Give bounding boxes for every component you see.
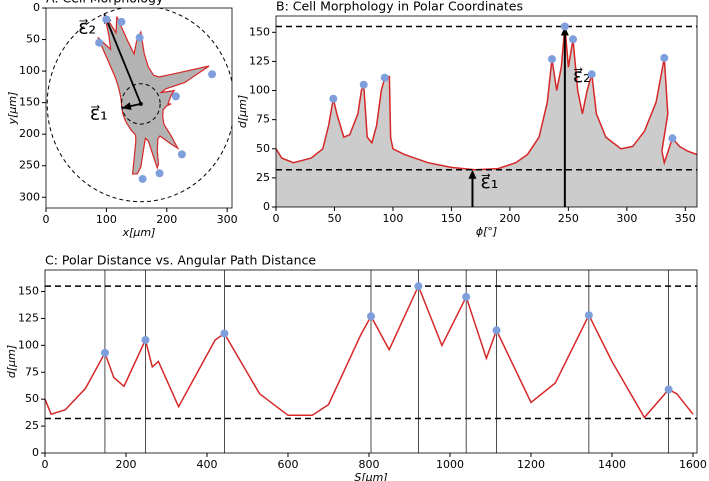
y-tick-label: 75 [25, 365, 39, 378]
x-tick-label: 350 [675, 212, 696, 225]
y-tick-label: 125 [18, 311, 39, 324]
panel-title: C: Polar Distance vs. Angular Path Dista… [45, 253, 316, 268]
y-tick-label: 300 [19, 190, 40, 203]
x-tick-label: 200 [499, 212, 520, 225]
y-tick-label: 25 [256, 171, 270, 184]
x-tick-label: 100 [382, 212, 403, 225]
tip-point [177, 150, 186, 159]
epsilon-label: ε⃗₁ [90, 103, 108, 125]
x-tick-label: 1200 [517, 458, 545, 471]
x-axis-label: S[μm] [354, 471, 387, 481]
peak-point [560, 22, 569, 31]
peak-point [462, 292, 471, 301]
epsilon-label: ε⃗₂ [78, 16, 96, 38]
peak-point [359, 80, 368, 89]
panel-title: A: Cell Morphology [46, 0, 164, 6]
y-tick-label: 0 [32, 446, 39, 459]
y-tick-label: 75 [256, 113, 270, 126]
y-tick-label: 50 [25, 392, 39, 405]
y-tick-label: 150 [18, 285, 39, 298]
y-tick-label: 200 [19, 127, 40, 140]
y-tick-label: 0 [263, 200, 270, 213]
x-tick-label: 1400 [598, 458, 626, 471]
y-tick-label: 150 [19, 96, 40, 109]
epsilon-arrow [103, 13, 142, 105]
epsilon-label: ε⃗₂ [573, 65, 591, 87]
y-axis-label: y[μm] [6, 92, 19, 126]
panel-title: B: Cell Morphology in Polar Coordinates [276, 0, 523, 14]
tip-point [135, 33, 144, 42]
y-tick-label: 250 [19, 159, 40, 172]
tip-point [208, 70, 217, 79]
y-tick-label: 100 [18, 338, 39, 351]
peak-point [100, 348, 109, 357]
tip-point [117, 17, 126, 26]
x-tick-label: 800 [358, 458, 379, 471]
x-tick-label: 250 [558, 212, 579, 225]
peak-point [380, 73, 389, 82]
peak-point [587, 70, 596, 79]
x-tick-label: 100 [96, 213, 117, 226]
outline [276, 26, 697, 171]
tip-point [102, 15, 111, 24]
tip-point [138, 174, 147, 183]
x-axis-label: ϕ[°] [476, 225, 497, 238]
x-tick-label: 300 [616, 212, 637, 225]
epsilon-label: ε⃗₁ [480, 171, 498, 193]
x-tick-label: 1000 [436, 458, 464, 471]
peak-point [492, 326, 501, 335]
peak-point [141, 335, 150, 344]
y-tick-label: 50 [26, 33, 40, 46]
arrow-head [560, 26, 569, 36]
x-tick-label: 400 [196, 458, 217, 471]
tip-point [155, 169, 164, 178]
reference-circle [120, 83, 161, 125]
tip-point [171, 92, 180, 101]
peak-point [660, 53, 669, 62]
arrow-head [468, 169, 477, 179]
y-tick-label: 125 [249, 54, 270, 67]
peak-point [664, 385, 673, 394]
y-tick-label: 100 [19, 64, 40, 77]
center-point [138, 101, 143, 106]
peak-point [220, 329, 229, 338]
peak-point [329, 94, 338, 103]
peak-point [367, 312, 375, 321]
y-tick-label: 50 [256, 142, 270, 155]
x-tick-label: 0 [42, 458, 49, 471]
x-tick-label: 600 [277, 458, 298, 471]
x-tick-label: 150 [441, 212, 462, 225]
arrow-head [121, 102, 132, 111]
x-tick-label: 200 [115, 458, 136, 471]
x-axis-label: x[μm] [122, 226, 156, 239]
peak-point [569, 35, 578, 44]
peak-point [414, 282, 423, 291]
y-tick-label: 0 [33, 1, 40, 14]
x-tick-label: 0 [43, 213, 50, 226]
x-tick-label: 1600 [679, 458, 707, 471]
x-tick-label: 300 [217, 213, 238, 226]
peak-point [584, 311, 593, 320]
reference-circle [46, 8, 232, 203]
peak-point [547, 55, 556, 64]
x-tick-label: 0 [273, 212, 280, 225]
plot-frame [45, 7, 233, 209]
y-tick-label: 100 [249, 84, 270, 97]
y-tick-label: 150 [249, 25, 270, 38]
y-axis-label: d[μm] [236, 95, 249, 128]
plot-frame [275, 15, 698, 208]
tip-point [95, 38, 104, 47]
y-tick-label: 25 [25, 419, 39, 432]
x-tick-label: 50 [327, 212, 341, 225]
area-fill [276, 26, 697, 207]
cell-outline [97, 13, 210, 175]
peak-point [668, 134, 677, 143]
line [44, 284, 694, 419]
y-axis-label: d[μm] [5, 345, 18, 378]
x-tick-label: 200 [156, 213, 177, 226]
plot-frame [44, 269, 698, 454]
